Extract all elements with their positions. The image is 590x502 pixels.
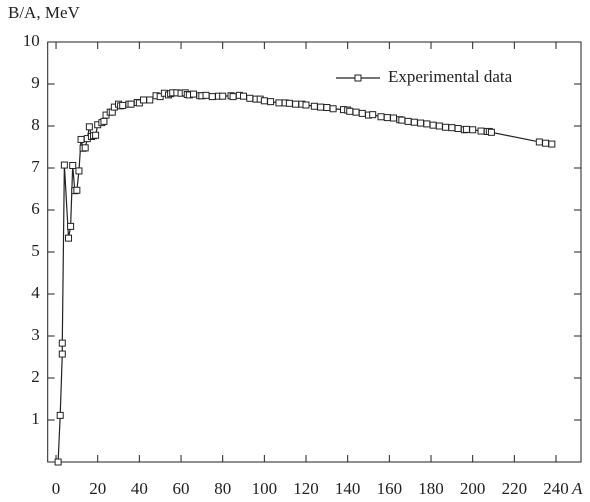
data-point bbox=[100, 117, 108, 125]
data-point bbox=[383, 114, 391, 122]
y-tick-label: 5 bbox=[31, 241, 40, 260]
x-tick-label: 240 bbox=[543, 479, 569, 498]
data-point bbox=[548, 140, 556, 148]
data-point bbox=[323, 104, 331, 112]
data-point bbox=[60, 161, 68, 169]
x-axis-label: A bbox=[571, 479, 583, 498]
data-point bbox=[317, 103, 325, 111]
data-point bbox=[208, 93, 216, 101]
data-point bbox=[54, 458, 62, 466]
data-point bbox=[423, 120, 431, 128]
y-tick-label: 2 bbox=[31, 367, 40, 386]
x-tick-label: 20 bbox=[89, 479, 106, 498]
data-point bbox=[260, 97, 268, 105]
x-tick-label: 80 bbox=[214, 479, 231, 498]
data-point bbox=[229, 93, 237, 101]
data-point bbox=[454, 125, 462, 133]
data-point bbox=[448, 124, 456, 132]
data-point bbox=[462, 125, 470, 133]
data-point bbox=[202, 91, 210, 99]
data-point bbox=[65, 234, 73, 242]
data-point bbox=[73, 186, 81, 194]
data-point bbox=[246, 94, 254, 102]
data-point bbox=[410, 118, 418, 126]
data-point bbox=[240, 92, 248, 100]
data-point bbox=[404, 117, 412, 125]
data-point bbox=[346, 107, 354, 115]
legend-label: Experimental data bbox=[388, 67, 513, 86]
data-point bbox=[92, 131, 100, 139]
data-point bbox=[67, 222, 75, 230]
data-point bbox=[477, 127, 485, 135]
data-point bbox=[275, 99, 283, 107]
x-tick-label: 60 bbox=[173, 479, 190, 498]
data-point bbox=[302, 101, 310, 109]
data-point bbox=[369, 111, 377, 119]
data-point bbox=[358, 109, 366, 117]
y-tick-label: 3 bbox=[31, 325, 40, 344]
legend-marker bbox=[354, 74, 362, 82]
x-tick-label: 220 bbox=[502, 479, 528, 498]
data-point bbox=[329, 105, 337, 113]
x-tick-label: 200 bbox=[460, 479, 486, 498]
data-line bbox=[57, 92, 552, 463]
y-tick-label: 8 bbox=[31, 115, 40, 134]
data-point bbox=[146, 96, 154, 104]
data-point bbox=[58, 350, 66, 358]
data-point bbox=[219, 92, 227, 100]
data-point bbox=[352, 108, 360, 116]
x-tick-label: 40 bbox=[131, 479, 148, 498]
data-point bbox=[75, 167, 83, 175]
y-tick-label: 1 bbox=[31, 409, 40, 428]
data-point bbox=[77, 135, 85, 143]
data-point bbox=[56, 411, 64, 419]
data-point bbox=[417, 119, 425, 127]
data-point bbox=[435, 122, 443, 130]
data-point bbox=[542, 139, 550, 147]
data-point bbox=[398, 116, 406, 124]
data-point bbox=[377, 113, 385, 121]
data-point bbox=[69, 161, 77, 169]
data-point bbox=[535, 138, 543, 146]
data-point bbox=[310, 102, 318, 110]
y-tick-label: 6 bbox=[31, 199, 40, 218]
data-point bbox=[442, 123, 450, 131]
data-point bbox=[285, 99, 293, 107]
data-point bbox=[85, 123, 93, 131]
x-tick-label: 120 bbox=[293, 479, 319, 498]
x-tick-label: 0 bbox=[52, 479, 61, 498]
data-point bbox=[127, 100, 135, 108]
y-axis-label: B/A, MeV bbox=[8, 3, 81, 22]
x-tick-label: 100 bbox=[252, 479, 278, 498]
x-tick-label: 180 bbox=[418, 479, 444, 498]
y-tick-label: 10 bbox=[23, 31, 40, 50]
data-point bbox=[487, 128, 495, 136]
y-tick-label: 7 bbox=[31, 157, 40, 176]
y-tick-label: 9 bbox=[31, 73, 40, 92]
data-point bbox=[81, 144, 89, 152]
data-point bbox=[469, 126, 477, 134]
data-point bbox=[267, 98, 275, 106]
data-point bbox=[292, 100, 300, 108]
x-tick-label: 160 bbox=[377, 479, 403, 498]
data-point bbox=[119, 101, 127, 109]
x-tick-label: 140 bbox=[335, 479, 361, 498]
data-point bbox=[140, 96, 148, 104]
data-point bbox=[390, 114, 398, 122]
y-tick-label: 4 bbox=[31, 283, 40, 302]
data-point bbox=[190, 90, 198, 98]
data-point bbox=[429, 121, 437, 129]
data-point bbox=[58, 339, 66, 347]
